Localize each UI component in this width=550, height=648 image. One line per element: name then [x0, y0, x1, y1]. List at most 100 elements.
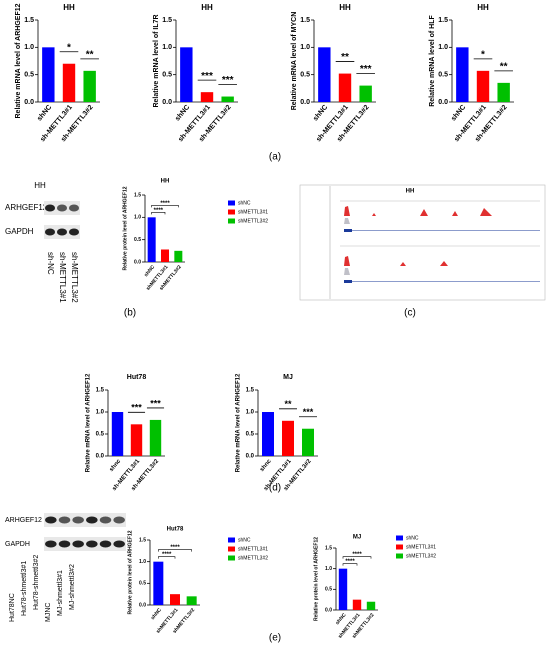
y-tick-label: 0.5: [325, 587, 332, 593]
legend-label: shNC: [238, 200, 251, 206]
x-tick-label: shNC: [174, 104, 191, 123]
y-tick-label: 0.0: [134, 259, 141, 265]
blot-band: [86, 540, 98, 548]
blot-band: [56, 204, 68, 212]
y-tick-label: 0.0: [162, 99, 172, 106]
chart-title: HH: [201, 3, 213, 12]
significance-label: *: [67, 42, 71, 53]
significance-bracket: [342, 556, 372, 559]
bar: [359, 85, 372, 102]
y-tick-label: 1.5: [438, 17, 448, 24]
y-tick-label: 1.0: [300, 44, 310, 51]
significance-label: **: [500, 62, 508, 73]
blot-band: [45, 540, 57, 548]
blot-lane-label: sh-METTL3#2: [70, 252, 79, 303]
y-tick-label: 0.0: [139, 602, 146, 608]
significance-bracket: [151, 205, 179, 208]
significance-label: ***: [360, 64, 372, 75]
y-tick-label: 0.0: [246, 454, 255, 460]
bar: [42, 47, 55, 102]
y-tick-label: 0.5: [438, 72, 448, 79]
legend-label: shNC: [406, 535, 419, 541]
bar: [476, 70, 490, 102]
significance-bracket: [342, 563, 358, 566]
significance-label: ****: [170, 545, 180, 551]
blot-band: [68, 204, 80, 212]
x-tick-label: shNC: [150, 607, 163, 621]
chart-title: HH: [63, 3, 75, 12]
significance-label: ***: [150, 398, 161, 408]
x-tick-label: shNC: [312, 104, 329, 123]
chart-title: MJ: [283, 374, 293, 381]
y-tick-label: 0.5: [24, 72, 34, 79]
blot-title: HH: [34, 181, 46, 190]
bar: [186, 596, 197, 605]
legend-swatch: [228, 209, 235, 215]
chart-title: Hut78: [167, 527, 184, 533]
y-tick-label: 0.5: [300, 72, 310, 79]
y-axis-label: Relative protein level of ARHGEF12: [127, 530, 133, 614]
y-axis-label: Relative mRNA level of HLF: [429, 15, 436, 107]
y-tick-label: 1.5: [139, 537, 146, 543]
y-axis-label: Relative mRNA level of IL7R: [153, 14, 160, 107]
blot-band: [99, 540, 112, 548]
bar: [153, 561, 164, 605]
y-tick-label: 1.0: [246, 410, 255, 416]
bar: [352, 599, 362, 610]
legend-swatch: [396, 553, 403, 559]
significance-label: ***: [222, 75, 234, 86]
blot-band: [113, 540, 125, 548]
y-tick-label: 0.0: [96, 454, 105, 460]
bar: [111, 412, 124, 456]
bar: [221, 96, 234, 102]
blot-band: [68, 228, 80, 236]
y-axis-label: Relative protein level of ARHGEF12: [122, 186, 128, 270]
y-axis-label: Relative mRNA level of ARHGEF12: [86, 373, 92, 472]
chart-title: MJ: [353, 535, 361, 541]
y-tick-label: 1.5: [325, 545, 332, 551]
bar: [62, 63, 76, 102]
blot-band: [58, 516, 71, 524]
y-tick-label: 1.0: [438, 44, 448, 51]
blot-row-label: ARHGEF12: [5, 203, 48, 212]
x-tick-label: shNC: [36, 104, 53, 123]
significance-label: **: [86, 49, 94, 60]
significance-label: **: [341, 52, 349, 63]
blot-band: [44, 228, 56, 236]
blot-band: [58, 540, 71, 548]
x-tick-label: shnc: [109, 458, 123, 473]
legend-swatch: [228, 555, 235, 561]
y-tick-label: 0.5: [134, 237, 141, 243]
bar: [456, 47, 469, 102]
significance-bracket: [158, 549, 192, 552]
blot-band: [45, 516, 57, 524]
blot-band: [99, 516, 112, 524]
significance-label: ***: [303, 407, 314, 417]
bar: [200, 92, 214, 102]
x-tick-label: shNC: [450, 104, 467, 123]
y-tick-label: 1.0: [134, 215, 141, 221]
legend-label: shNC: [238, 537, 251, 543]
blot-band: [56, 228, 68, 236]
blot-row-label: GAPDH: [5, 541, 30, 548]
y-tick-label: 1.5: [300, 17, 310, 24]
bar: [170, 594, 180, 605]
bar: [497, 82, 510, 102]
y-tick-label: 1.0: [96, 410, 105, 416]
blot-lane-label: Hut78-shmettl3#1: [21, 561, 28, 616]
bar: [130, 424, 143, 456]
bar: [149, 419, 162, 456]
legend-swatch: [396, 544, 403, 550]
significance-label: ***: [201, 71, 213, 82]
significance-label: ***: [131, 403, 142, 413]
legend-swatch: [228, 218, 235, 224]
y-tick-label: 1.0: [139, 559, 146, 565]
blot-lane-label: MJ-shmettl3#1: [57, 570, 64, 616]
blot-lane-label: Hut78-shmettl3#2: [33, 555, 40, 610]
blot-lane-label: MJNC: [45, 603, 52, 622]
blot-band: [86, 516, 98, 524]
blot-lane-label: sh-METTL3#1: [58, 252, 67, 303]
legend-swatch: [228, 200, 235, 206]
significance-label: **: [284, 399, 292, 409]
